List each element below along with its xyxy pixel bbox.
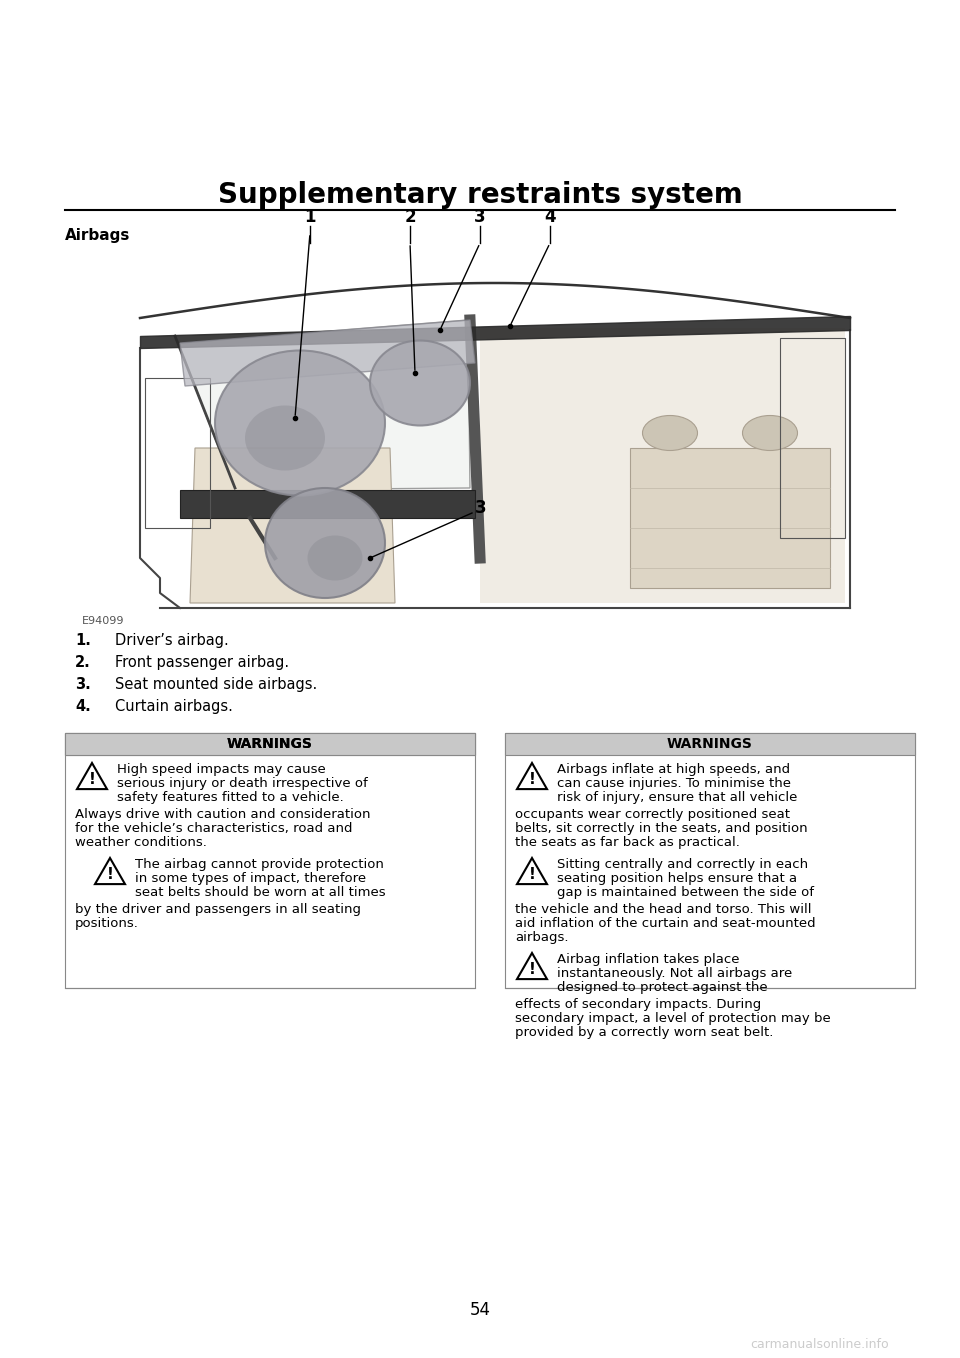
Text: occupants wear correctly positioned seat: occupants wear correctly positioned seat <box>515 808 790 822</box>
Text: risk of injury, ensure that all vehicle: risk of injury, ensure that all vehicle <box>557 790 798 804</box>
Text: 54: 54 <box>469 1301 491 1319</box>
Text: 2.: 2. <box>75 655 91 669</box>
FancyBboxPatch shape <box>505 733 915 755</box>
Text: Front passenger airbag.: Front passenger airbag. <box>115 655 289 669</box>
Text: positions.: positions. <box>75 917 139 930</box>
Polygon shape <box>180 490 475 517</box>
Ellipse shape <box>265 488 385 598</box>
Ellipse shape <box>215 350 385 496</box>
Text: carmanualsonline.info: carmanualsonline.info <box>751 1339 889 1351</box>
Text: safety features fitted to a vehicle.: safety features fitted to a vehicle. <box>117 790 344 804</box>
Text: seating position helps ensure that a: seating position helps ensure that a <box>557 872 797 885</box>
Text: instantaneously. Not all airbags are: instantaneously. Not all airbags are <box>557 967 792 980</box>
Polygon shape <box>517 858 547 884</box>
Text: can cause injuries. To minimise the: can cause injuries. To minimise the <box>557 777 791 790</box>
Text: Seat mounted side airbags.: Seat mounted side airbags. <box>115 678 317 693</box>
Text: High speed impacts may cause: High speed impacts may cause <box>117 763 325 775</box>
Text: 1.: 1. <box>75 633 91 648</box>
Text: WARNINGS: WARNINGS <box>228 737 313 751</box>
Polygon shape <box>630 448 830 588</box>
Ellipse shape <box>245 406 325 470</box>
Text: 2: 2 <box>404 208 416 225</box>
Text: the vehicle and the head and torso. This will: the vehicle and the head and torso. This… <box>515 903 811 917</box>
Text: gap is maintained between the side of: gap is maintained between the side of <box>557 885 814 899</box>
FancyBboxPatch shape <box>65 733 475 755</box>
Text: the seats as far back as practical.: the seats as far back as practical. <box>515 837 740 849</box>
Text: !: ! <box>88 771 95 788</box>
Text: The airbag cannot provide protection: The airbag cannot provide protection <box>135 858 384 870</box>
FancyBboxPatch shape <box>65 733 475 989</box>
Polygon shape <box>480 329 845 603</box>
Text: weather conditions.: weather conditions. <box>75 837 206 849</box>
Text: 1: 1 <box>304 208 316 225</box>
Polygon shape <box>190 448 395 603</box>
Text: WARNINGS: WARNINGS <box>228 737 313 751</box>
Text: provided by a correctly worn seat belt.: provided by a correctly worn seat belt. <box>515 1027 774 1039</box>
Text: Airbag inflation takes place: Airbag inflation takes place <box>557 953 739 966</box>
Ellipse shape <box>370 341 470 425</box>
Text: 3: 3 <box>475 498 487 517</box>
Text: airbags.: airbags. <box>515 932 568 944</box>
Polygon shape <box>517 763 547 789</box>
Polygon shape <box>77 763 107 789</box>
Text: !: ! <box>529 771 536 788</box>
Text: aid inflation of the curtain and seat-mounted: aid inflation of the curtain and seat-mo… <box>515 917 816 930</box>
Text: Supplementary restraints system: Supplementary restraints system <box>218 181 742 209</box>
Text: WARNINGS: WARNINGS <box>667 737 753 751</box>
Text: designed to protect against the: designed to protect against the <box>557 980 768 994</box>
Polygon shape <box>178 320 470 490</box>
Text: E94099: E94099 <box>82 617 125 626</box>
Ellipse shape <box>742 416 798 451</box>
Text: seat belts should be worn at all times: seat belts should be worn at all times <box>135 885 386 899</box>
Text: for the vehicle’s characteristics, road and: for the vehicle’s characteristics, road … <box>75 822 352 835</box>
Text: secondary impact, a level of protection may be: secondary impact, a level of protection … <box>515 1012 830 1025</box>
Polygon shape <box>180 320 475 386</box>
Text: 3: 3 <box>474 208 486 225</box>
Text: !: ! <box>107 866 113 881</box>
Text: 4.: 4. <box>75 699 91 714</box>
Text: by the driver and passengers in all seating: by the driver and passengers in all seat… <box>75 903 361 917</box>
Text: Airbags inflate at high speeds, and: Airbags inflate at high speeds, and <box>557 763 790 775</box>
Text: 4: 4 <box>544 208 556 225</box>
Ellipse shape <box>642 416 698 451</box>
Text: effects of secondary impacts. During: effects of secondary impacts. During <box>515 998 761 1010</box>
Text: in some types of impact, therefore: in some types of impact, therefore <box>135 872 366 885</box>
Text: Sitting centrally and correctly in each: Sitting centrally and correctly in each <box>557 858 808 870</box>
FancyBboxPatch shape <box>65 733 475 755</box>
Text: Driver’s airbag.: Driver’s airbag. <box>115 633 228 648</box>
Text: serious injury or death irrespective of: serious injury or death irrespective of <box>117 777 368 790</box>
Polygon shape <box>95 858 125 884</box>
Text: !: ! <box>529 961 536 976</box>
Ellipse shape <box>307 535 363 580</box>
Text: belts, sit correctly in the seats, and position: belts, sit correctly in the seats, and p… <box>515 822 807 835</box>
Text: 3.: 3. <box>75 678 91 693</box>
Text: Curtain airbags.: Curtain airbags. <box>115 699 233 714</box>
Text: !: ! <box>529 866 536 881</box>
Text: Airbags: Airbags <box>65 228 131 243</box>
FancyBboxPatch shape <box>505 733 915 989</box>
Text: Always drive with caution and consideration: Always drive with caution and considerat… <box>75 808 371 822</box>
FancyBboxPatch shape <box>80 249 880 608</box>
Polygon shape <box>517 953 547 979</box>
